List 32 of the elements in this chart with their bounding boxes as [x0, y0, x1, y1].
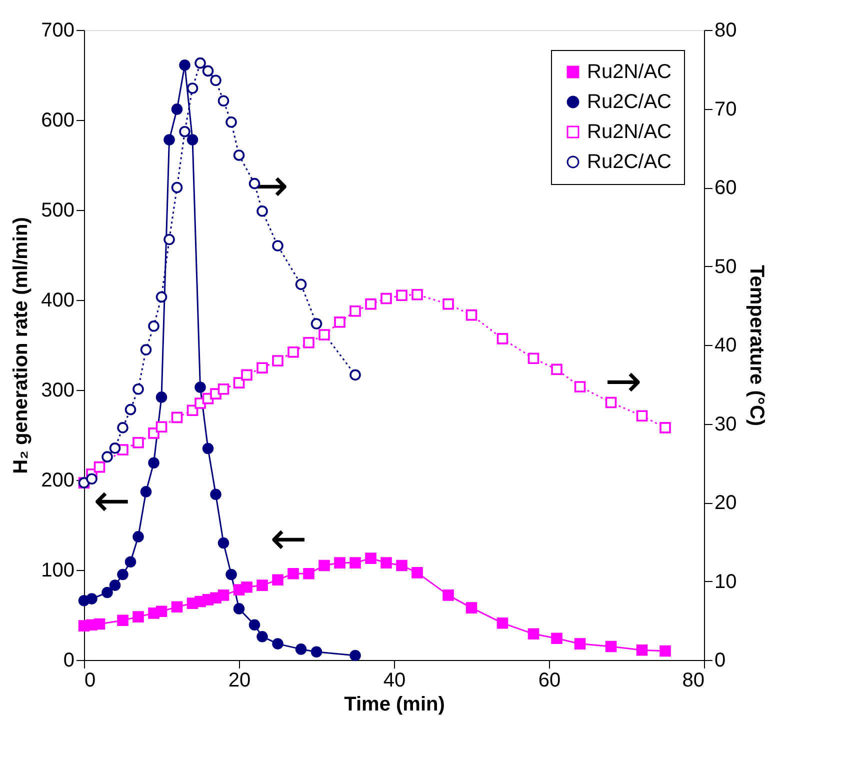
y2-tick-label: 10 — [714, 570, 737, 593]
y2-tick-label: 30 — [714, 413, 737, 436]
y-axis-title: H₂ generation rate (ml/min) — [10, 217, 32, 474]
y-tick-label: 500 — [41, 200, 74, 222]
y2-tick-label: 60 — [714, 177, 737, 199]
y2-tick-label: 20 — [714, 492, 737, 514]
y-tick-label: 100 — [41, 560, 74, 582]
y2-axis-title: Temperature (°C) — [746, 265, 768, 426]
y-tick-label: 0 — [63, 650, 74, 672]
x-tick-label: 20 — [228, 670, 251, 692]
legend-label: Ru2N/AC — [587, 121, 672, 143]
y2-tick-label: 50 — [714, 256, 737, 278]
x-tick-label: 80 — [682, 670, 704, 692]
annotation: ← — [270, 513, 308, 564]
x-tick-label: 60 — [538, 670, 561, 692]
y-tick-label: 400 — [41, 290, 74, 312]
annotation: ← — [93, 476, 130, 526]
x-axis-title: Time (min) — [344, 694, 445, 716]
legend-label: Ru2C/AC — [587, 151, 672, 173]
y2-tick-label: 40 — [714, 334, 737, 356]
y-tick-label: 300 — [41, 380, 74, 402]
legend-label: Ru2C/AC — [587, 91, 672, 113]
y2-tick-label: 0 — [714, 650, 726, 672]
y-tick-label: 200 — [41, 470, 74, 492]
y2-tick-label: 80 — [714, 20, 737, 42]
y-tick-label: 700 — [41, 20, 74, 42]
x-tick-label: 0 — [84, 670, 96, 692]
y-tick-label: 600 — [41, 110, 74, 132]
legend-label: Ru2N/AC — [587, 61, 672, 83]
annotation: → — [604, 356, 642, 407]
x-tick-label: 40 — [383, 670, 406, 692]
y2-tick-label: 70 — [714, 98, 737, 120]
